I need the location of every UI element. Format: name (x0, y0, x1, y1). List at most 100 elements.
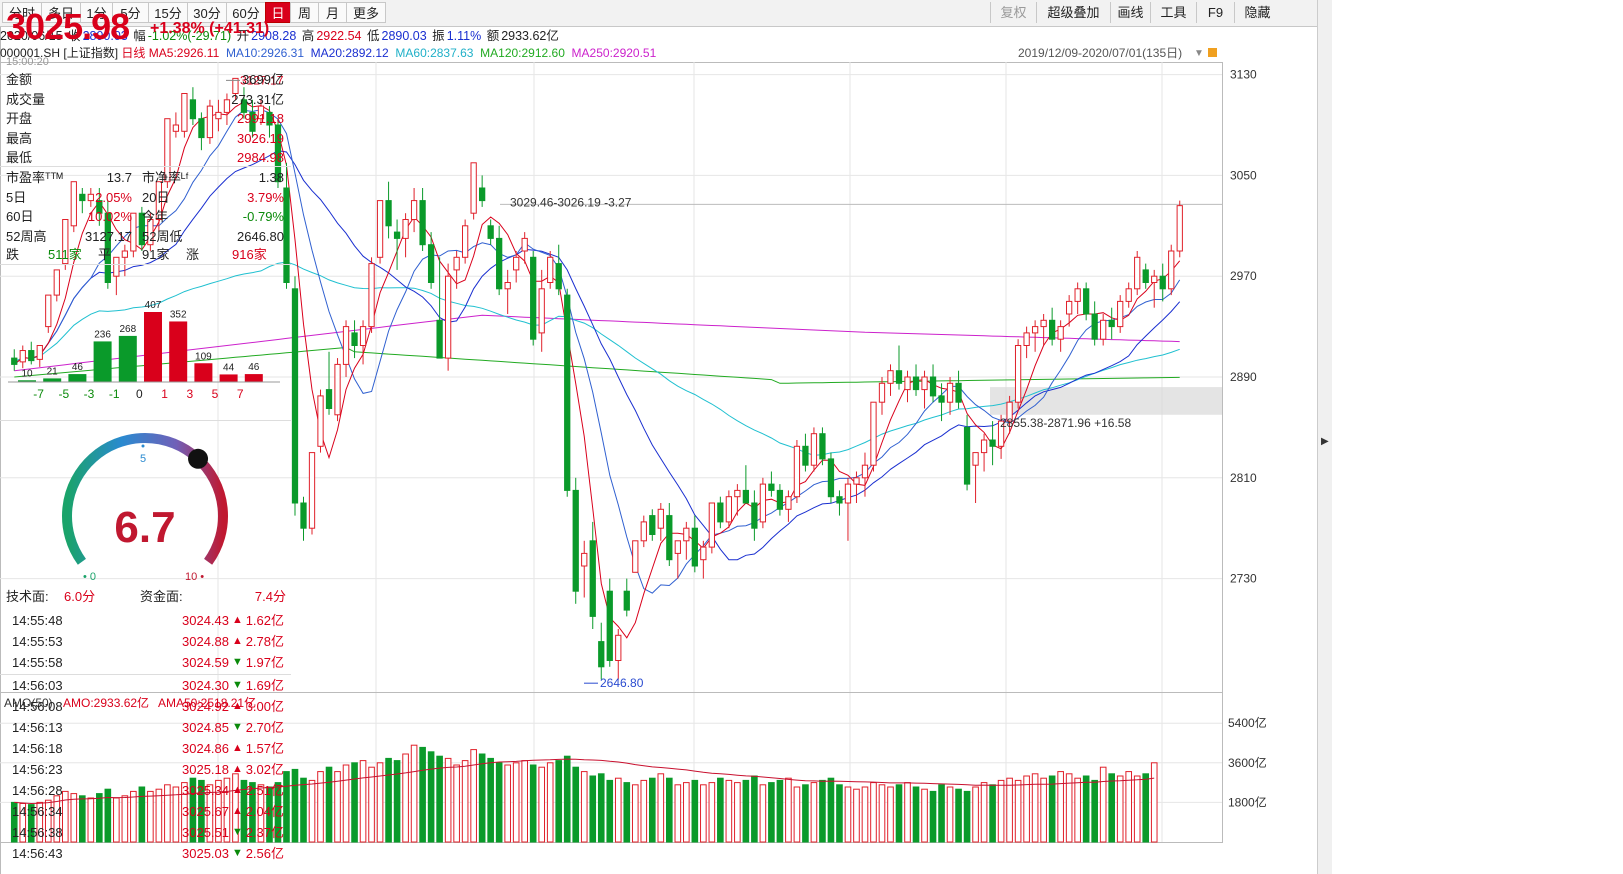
volume-bar-5 (53, 795, 61, 843)
dist-bin-8: 7 (237, 387, 244, 401)
tick-row-0[interactable]: 14:55:48 3024.43 ▲ 1.62亿 (12, 610, 284, 631)
volume-bar-27 (240, 779, 248, 843)
kline-chart[interactable]: 3130305029702890281027303127.172646.8030… (0, 62, 1318, 874)
period-tab-8[interactable]: 周 (290, 2, 319, 23)
pair-row-1: 5日 2.05% 20日 3.79% (6, 188, 284, 207)
tick-row-8[interactable]: 14:56:28 3025.34 ▲ 2.51亿 (12, 780, 284, 801)
period-tab-3[interactable]: 5分 (112, 2, 149, 23)
volume-bar-125 (1074, 777, 1081, 843)
volume-bar-95 (819, 779, 826, 843)
gauge-max-label: 10 • (185, 571, 204, 583)
tick-row-10[interactable]: 14:56:38 3025.51 ▼ 2.37亿 (12, 822, 284, 843)
date-range-label[interactable]: 2019/12/09-2020/07/01(135日) (1018, 46, 1183, 60)
tick-row-3[interactable]: 14:56:03 3024.30 ▼ 1.69亿 (12, 675, 284, 696)
ma250-label: MA250:2920.51 (571, 46, 657, 60)
candle-110 (946, 377, 954, 415)
volume-bar-8 (79, 795, 86, 843)
volume-bar-106 (912, 786, 920, 843)
quote-sep-1 (0, 166, 291, 167)
high-annotation: 3127.17 (240, 73, 284, 87)
volume-bar-110 (946, 786, 954, 843)
candle-4 (45, 294, 52, 333)
tick-row-2[interactable]: 14:55:58 3024.59 ▼ 1.97亿 (12, 652, 284, 673)
line-type-label[interactable]: 日线 (121, 46, 146, 60)
dist-value-4: 268 (119, 324, 136, 335)
volume-bar-37 (325, 766, 333, 843)
tick-row-4[interactable]: 14:56:08 3024.92 ▲ 3.00亿 (12, 696, 284, 717)
volume-bar-73 (631, 784, 639, 843)
period-tab-9[interactable]: 月 (318, 2, 347, 23)
period-tab-4[interactable]: 15分 (148, 2, 188, 23)
volume-bar-78 (674, 784, 682, 843)
volume-bar-31 (274, 782, 282, 843)
volume-bar-118 (1014, 779, 1022, 843)
volume-bar-52 (453, 764, 460, 843)
volume-bar-102 (878, 784, 886, 843)
tick-price-5: 3024.85 (182, 720, 229, 735)
up-arrow-icon: ▲ (232, 805, 243, 817)
pair-key1-3: 52周高 (6, 228, 47, 244)
toolbar-btn-5[interactable]: 隐藏 (1234, 2, 1280, 23)
candle-51 (444, 263, 452, 371)
pair-key2-3: 52周低 (142, 228, 183, 244)
quote-panel: 3025.98 +1.38% (+41.31) 15:00:20 金额 3699亿… (0, 0, 292, 874)
candle-116 (997, 414, 1005, 459)
candle-112 (963, 414, 971, 491)
tick-time-8: 14:56:28 (12, 783, 63, 798)
collapse-arrow-icon[interactable]: ▶ (1321, 436, 1329, 447)
volume-bar-46 (402, 753, 409, 843)
dist-bin-3: -1 (109, 387, 120, 401)
tick-row-7[interactable]: 14:56:23 3025.18 ▲ 3.02亿 (12, 759, 284, 780)
panel-divider[interactable]: ▶ (1317, 0, 1332, 874)
volume-bar-109 (938, 784, 945, 843)
tick-volume-2: 1.97亿 (245, 655, 284, 670)
candle-22 (198, 112, 205, 151)
volume-bar-90 (776, 779, 784, 843)
tick-row-5[interactable]: 14:56:13 3024.85 ▼ 2.70亿 (12, 717, 284, 738)
volume-bar-53 (461, 760, 469, 843)
toolbar-btn-2[interactable]: 画线 (1110, 2, 1150, 23)
tick-row-1[interactable]: 14:55:53 3024.88 ▲ 2.78亿 (12, 631, 284, 652)
candle-12 (113, 256, 120, 296)
tick-volume-9: 2.04亿 (245, 804, 284, 819)
dist-bar-0 (18, 380, 36, 382)
low-annotation: 2646.80 (600, 676, 644, 690)
candle-8 (79, 188, 86, 214)
candle-39 (342, 320, 350, 377)
volume-bar-123 (1057, 771, 1064, 843)
candle-64 (555, 244, 562, 296)
lock-icon[interactable] (1208, 48, 1217, 57)
tick-row-6[interactable]: 14:56:18 3024.86 ▲ 1.57亿 (12, 738, 284, 759)
price-tick-3: 2890 (1230, 370, 1257, 384)
candle-40 (351, 320, 358, 359)
tick-price-10: 3025.51 (182, 825, 229, 840)
dist-bin-0: -7 (33, 387, 44, 401)
range-dropdown-icon[interactable]: ▼ (1194, 48, 1204, 59)
candle-13 (121, 244, 128, 277)
period-tab-7[interactable]: 日 (265, 2, 291, 23)
toolbar-btn-3[interactable]: 工具 (1150, 2, 1196, 23)
volume-bar-57 (495, 762, 503, 843)
period-tab-10[interactable]: 更多 (346, 2, 386, 23)
dist-value-8: 44 (223, 362, 235, 373)
volume-bar-0 (10, 801, 18, 843)
pair-row-3: 52周高 3127.17 52周低 2646.80 (6, 227, 284, 246)
candle-10 (96, 188, 103, 226)
candle-65 (564, 288, 571, 497)
tick-row-9[interactable]: 14:56:34 3025.67 ▲ 2.04亿 (12, 801, 284, 822)
volume-bar-74 (640, 779, 648, 843)
toolbar-btn-1[interactable]: 超级叠加 (1036, 2, 1110, 23)
candle-43 (376, 200, 384, 264)
volume-tick-0: 5400亿 (1228, 715, 1267, 730)
candle-29 (257, 99, 265, 125)
pair-key1-1: 5日 (6, 189, 27, 205)
tick-row-11[interactable]: 14:56:43 3025.03 ▼ 2.56亿 (12, 843, 284, 864)
toolbar-btn-4[interactable]: F9 (1196, 2, 1234, 23)
quote-key-0: 金额 (6, 72, 33, 87)
volume-bar-114 (980, 782, 988, 843)
volume-bar-65 (563, 755, 571, 843)
volume-bar-40 (351, 762, 358, 843)
candle-75 (649, 509, 656, 541)
ma20-label: MA20:2892.12 (310, 46, 389, 60)
volume-bar-89 (768, 782, 775, 843)
